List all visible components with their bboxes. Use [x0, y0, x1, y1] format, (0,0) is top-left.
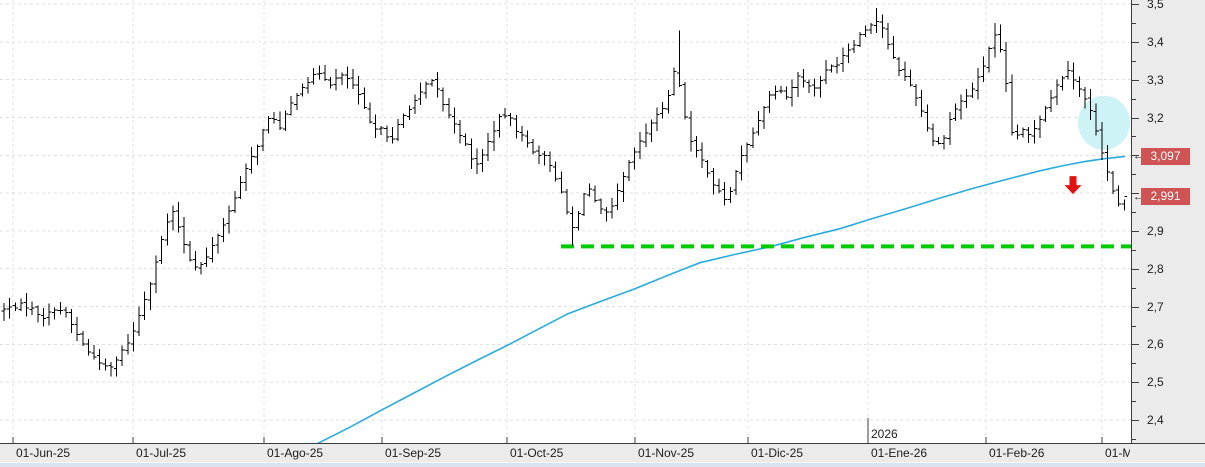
- y-major-tick: [1132, 41, 1139, 43]
- y-minor-tick: [1132, 98, 1136, 100]
- y-minor-tick: [1132, 249, 1136, 251]
- y-axis-label: 2,5: [1147, 375, 1164, 390]
- y-major-tick: [1132, 4, 1139, 5]
- x-axis-label: 01-Ago-25: [267, 446, 324, 460]
- y-major-tick: [1132, 306, 1139, 308]
- red-down-arrow-icon: [1064, 176, 1082, 195]
- y-major-tick: [1132, 382, 1139, 384]
- date-axis[interactable]: 01-Jun-25 01-Jul-25 01-Ago-25 01-Sep-25 01-O…: [0, 443, 1205, 462]
- y-axis-label: 2,4: [1147, 413, 1164, 427]
- y-minor-tick: [1132, 60, 1136, 62]
- y-minor-tick: [1132, 363, 1136, 365]
- date-axis-labels: 01-Jun-25 01-Jul-25 01-Ago-25 01-Sep-25 01-O…: [0, 444, 1130, 462]
- x-axis-label: 01-Ene-26: [871, 446, 928, 460]
- y-minor-tick: [1132, 287, 1136, 289]
- y-major-tick: [1132, 344, 1139, 346]
- x-axis-label: 01-Nov-25: [638, 446, 695, 460]
- price-marker-arrow-icon: ←: [1133, 150, 1144, 163]
- y-minor-tick: [1132, 438, 1136, 440]
- y-minor-tick: [1132, 136, 1136, 138]
- moving-average-line: [316, 155, 1126, 443]
- highlight-circle: [1078, 95, 1130, 150]
- y-minor-tick: [1132, 22, 1136, 24]
- year-label: 2026: [871, 427, 898, 441]
- window-bottom-strip: [0, 462, 1205, 467]
- y-axis-label: 2,6: [1147, 337, 1164, 352]
- y-minor-tick: [1132, 212, 1136, 213]
- price-chart-plot-area[interactable]: [0, 0, 1131, 443]
- y-axis-label: 2,9: [1147, 223, 1164, 238]
- y-axis-label: 2,8: [1147, 261, 1164, 276]
- y-axis-label: 3,5: [1147, 0, 1164, 11]
- y-axis-label: 3,4: [1147, 34, 1164, 49]
- price-marker-arrow-icon: ←: [1133, 190, 1144, 203]
- y-minor-tick: [1132, 174, 1136, 176]
- x-axis-label: 01-Mar-26: [1105, 446, 1130, 460]
- y-minor-tick: [1132, 401, 1136, 403]
- x-axis-label: 01-Oct-25: [510, 446, 564, 460]
- y-major-tick: [1132, 155, 1139, 157]
- price-axis[interactable]: 3,53,43,33,23,13,02,92,82,72,62,52,4←3,0…: [1131, 0, 1205, 443]
- x-axis-label: 01-Sep-25: [385, 446, 442, 460]
- last-price-badge: 2,991: [1141, 188, 1190, 205]
- y-minor-tick: [1132, 325, 1136, 327]
- y-axis-label: 3,3: [1147, 72, 1164, 87]
- y-major-tick: [1132, 420, 1139, 421]
- ma-value-badge: 3,097: [1141, 147, 1190, 165]
- x-axis-label: 01-Jul-25: [136, 446, 187, 460]
- y-major-tick: [1132, 193, 1139, 195]
- y-major-tick: [1132, 79, 1139, 81]
- y-axis-label: 3,2: [1147, 110, 1164, 125]
- y-major-tick: [1132, 117, 1139, 119]
- y-major-tick: [1132, 230, 1139, 232]
- ohlc-bars: [1, 7, 1127, 377]
- x-axis-label: 01-Feb-26: [989, 446, 1045, 460]
- y-axis-label: 2,7: [1147, 299, 1164, 314]
- y-major-tick: [1132, 268, 1139, 270]
- x-axis-label: 01-Dic-25: [751, 446, 804, 460]
- x-axis-label: 01-Jun-25: [16, 446, 71, 460]
